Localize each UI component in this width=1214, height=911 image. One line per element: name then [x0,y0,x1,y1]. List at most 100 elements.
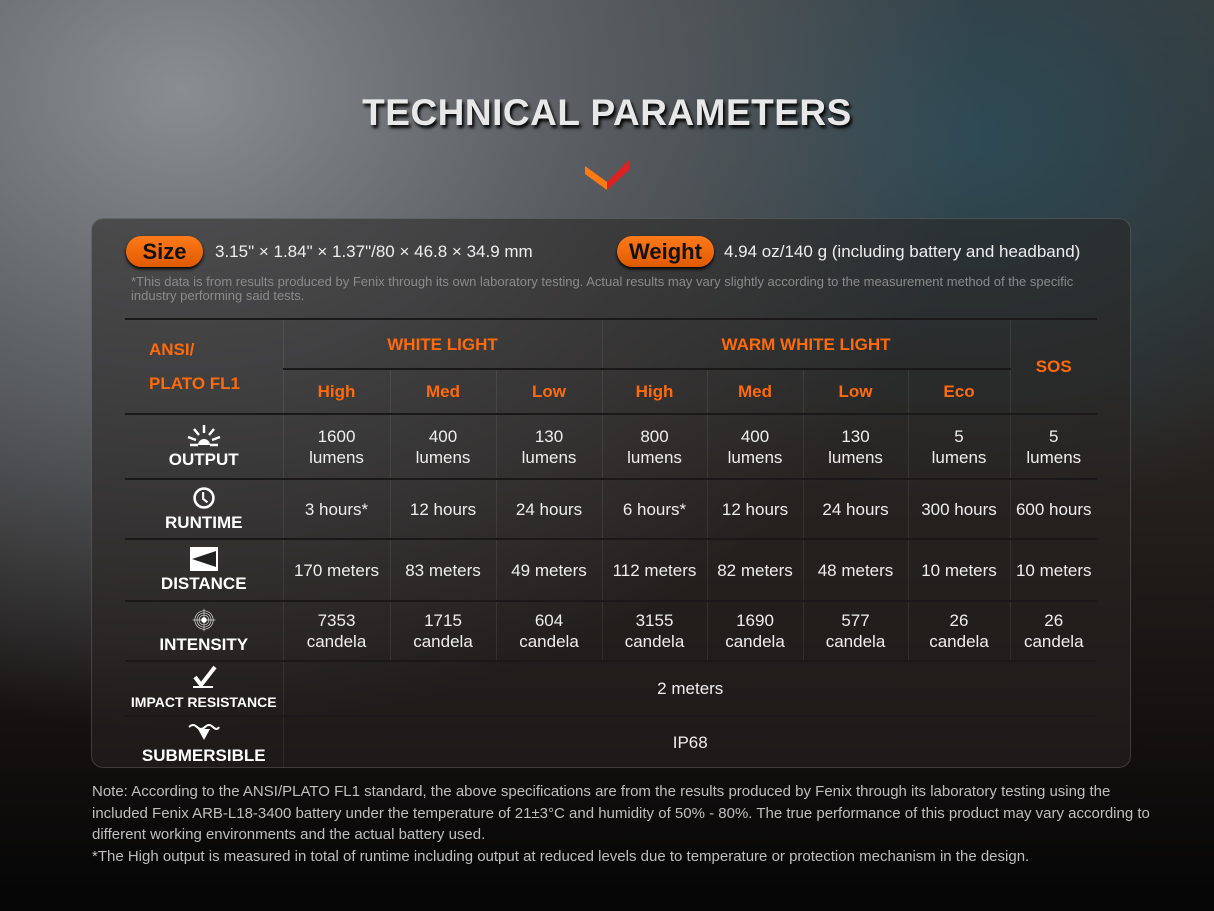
cell-line: candela [725,632,785,651]
cell-line: lumens [931,447,987,467]
mode-header: Med [389,369,496,414]
cell-line: lumens [415,447,471,467]
table-cell: 48 meters [802,538,908,601]
table-cell: 82 meters [706,538,803,601]
submersible-value: IP68 [282,715,1097,768]
cell-line: 24 hours [515,499,583,519]
cell-line: candela [624,632,685,651]
cell-line: lumens [727,447,783,467]
size-badge: Size [126,236,203,267]
row-label-text: OUTPUT [168,450,239,469]
table-cell: 604 candela [495,600,602,661]
table-row: DISTANCE 170 meters 83 meters 49 meters 112 … [125,538,1097,601]
cell-line: 1600 [317,426,356,446]
cell-line: lumens [1026,447,1082,467]
impact-label-text: IMPACT RESISTANCE [130,693,277,710]
cell-line: lumens [309,447,364,467]
mode-header: Med [706,369,803,414]
group-warm-white-light: WARM WHITE LIGHT [601,319,1010,370]
row-label-text: DISTANCE [160,573,247,593]
impact-value: 2 meters [282,660,1097,716]
impact-icon [192,665,217,688]
cell-line: candela [306,632,367,651]
cell-line: candela [825,632,886,651]
table-cell: 49 meters [495,538,602,601]
standard-header: ANSI/PLATO FL1 [125,319,283,414]
table-cell: 400 lumens [389,413,496,479]
note-asterisk: *The High output is measured in total of… [92,847,1030,865]
cell-line: 800 [640,426,669,446]
cell-line: candela [929,632,989,651]
table-cell: 130 lumens [495,413,602,479]
table-cell: 600 hours [1009,478,1097,539]
group-sos: SOS [1009,319,1097,414]
cell-line: 400 [740,426,770,446]
mode-header: Low [802,369,908,414]
standard-line-1: ANSI/ [149,339,195,359]
cell-line: lumens [828,447,883,467]
group-white-light: WHITE LIGHT [282,319,602,370]
cell-line: 300 hours [921,499,997,519]
cell-line: 1715 [424,611,462,630]
table-cell: 3 hours* [282,478,390,539]
cell-line: 5 [1049,426,1059,446]
table-cell: 400 lumens [706,413,803,479]
cell-line: candela [519,632,579,651]
table-cell: 130 lumens [802,413,908,479]
table-cell: 12 hours [706,478,803,539]
standard-line-2: PLATO FL1 [149,373,240,393]
cell-line: 26 [1044,611,1064,630]
cell-line: 600 hours [1015,499,1092,519]
mode-header: High [601,369,707,414]
cell-line: 49 meters [511,560,587,580]
row-label: RUNTIME [125,478,283,539]
cell-line: candela [1023,632,1084,651]
cell-line: 12 hours [721,499,789,519]
row-label: DISTANCE [125,538,283,601]
row-label-text: RUNTIME [165,512,243,532]
disclaimer: *This data is from results produced by F… [131,274,1074,303]
table-row: RUNTIME 3 hours* 12 hours 24 hours 6 hours* 1… [125,478,1097,539]
table-cell: 577 candela [802,600,908,661]
page-title: TECHNICAL PARAMETERS [362,92,852,133]
table-row: INTENSITY 7353 candela 1715 candela 604 candel… [125,600,1097,661]
table-cell: 1600 lumens [282,413,390,479]
table-cell: 300 hours [907,478,1010,539]
size-value: 3.15" × 1.84" × 1.37"/80 × 46.8 × 34.9 m… [215,242,533,261]
cell-line: 24 hours [822,499,889,519]
table-cell: 170 meters [282,538,390,601]
cell-line: lumens [521,447,577,467]
mode-header: Eco [907,369,1010,414]
table-cell: 7353 candela [282,600,390,661]
clock-icon [125,486,283,510]
table-cell: 1715 candela [389,600,496,661]
table-cell: 24 hours [495,478,602,539]
table-cell: 83 meters [389,538,496,601]
cell-line: 3155 [635,611,674,630]
cell-line: 1690 [736,611,774,630]
cell-line: 3 hours* [304,499,369,519]
table-cell: 800 lumens [601,413,707,479]
table-cell: 3155 candela [601,600,707,661]
spec-table: ANSI/PLATO FL1 WHITE LIGHT WARM WHITE LI… [125,318,1097,768]
mode-header: Low [495,369,602,414]
cell-line: 48 meters [817,560,894,580]
impact-label: IMPACT RESISTANCE [125,660,283,716]
sunburst-icon [125,423,283,447]
cell-line: lumens [627,447,682,467]
cell-line: 10 meters [921,560,997,580]
table-cell: 10 meters [907,538,1010,601]
cell-line: 130 [841,426,870,446]
cell-line: 12 hours [409,499,477,519]
cell-line: candela [413,632,473,651]
mode-header: High [282,369,390,414]
cell-line: 577 [841,611,870,630]
row-label: INTENSITY [125,600,283,661]
note-paragraph: Note: According to the ANSI/PLATO FL1 st… [92,783,1150,843]
table-cell: 26 candela [1009,600,1097,661]
beam-distance-icon [125,546,283,571]
cell-line: 112 meters [612,560,697,580]
water-drop-icon [188,724,220,740]
cell-line: 7353 [317,611,356,630]
cell-line: 6 hours* [622,499,687,519]
